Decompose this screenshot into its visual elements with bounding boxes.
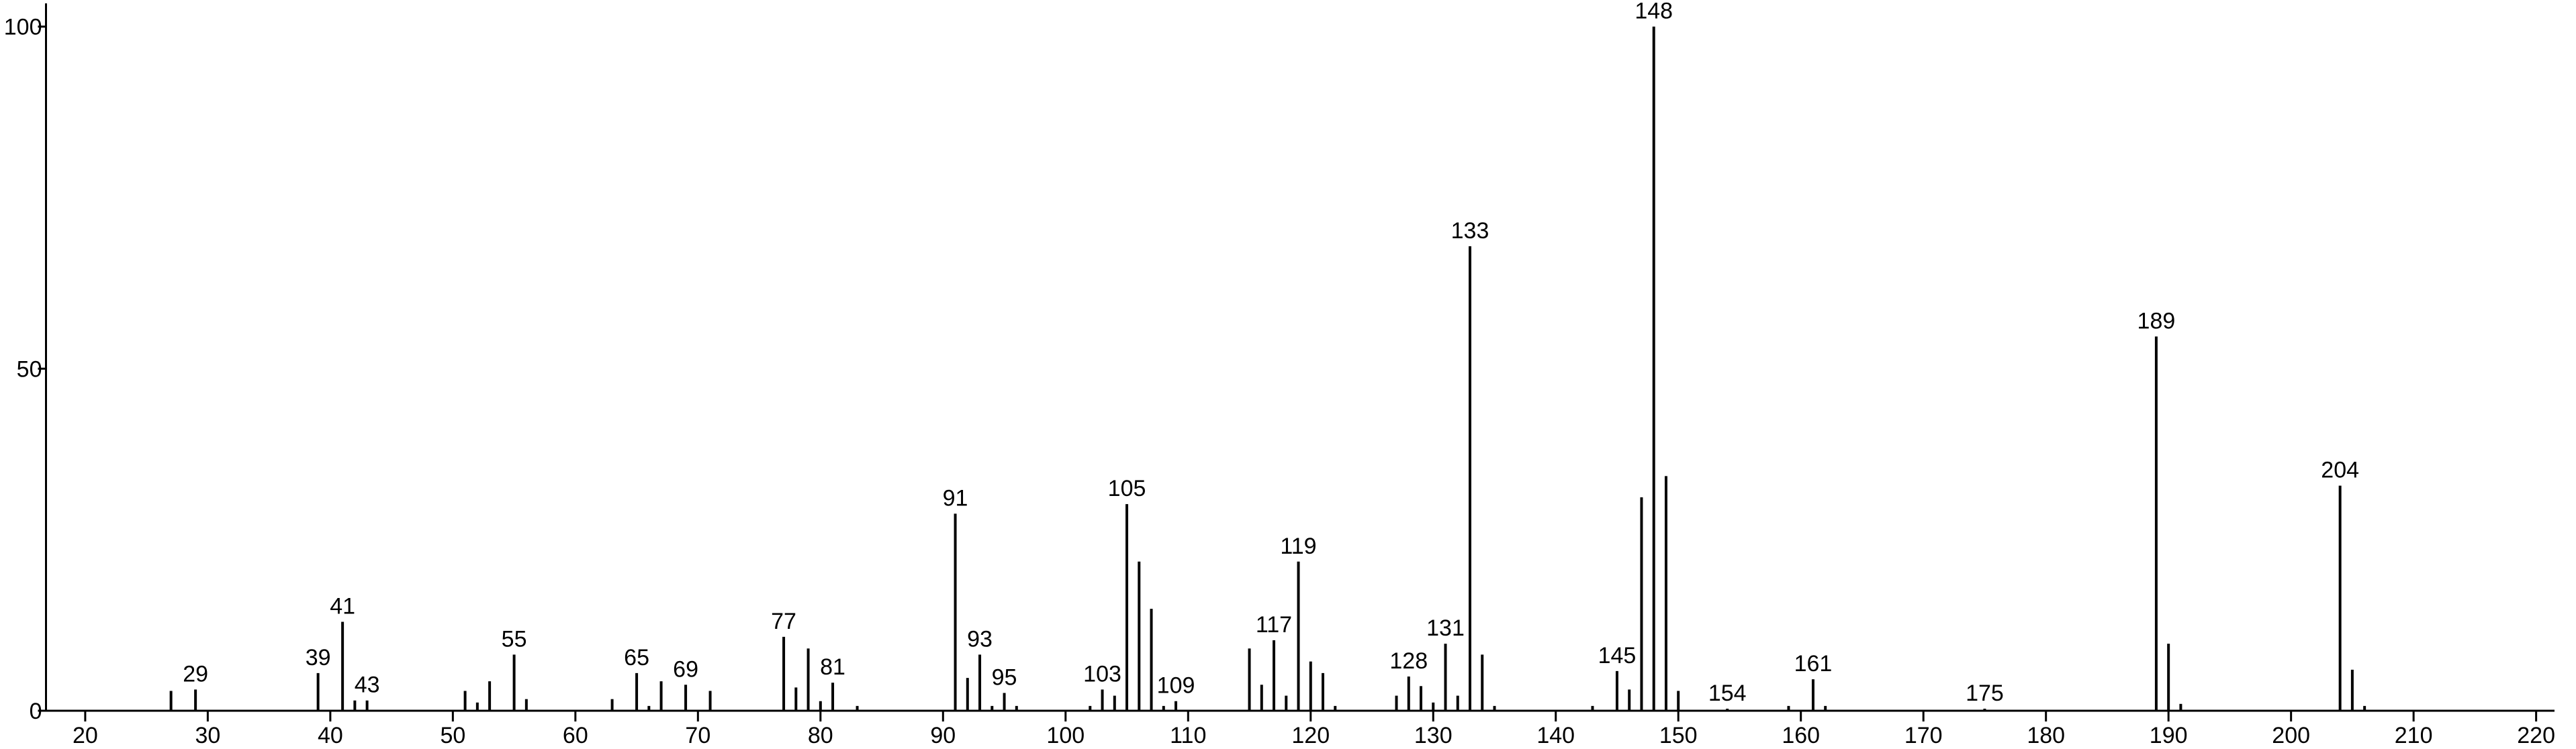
x-tick-label: 40 [318, 723, 343, 748]
x-tick-label: 180 [2027, 723, 2065, 748]
peak-label: 145 [1598, 643, 1637, 668]
peak-label: 161 [1794, 651, 1833, 677]
peak-label: 175 [1966, 681, 2004, 706]
x-tick-label: 200 [2272, 723, 2310, 748]
peak-label: 39 [306, 645, 331, 670]
x-tick-label: 110 [1170, 723, 1206, 748]
y-tick-label: 100 [4, 15, 42, 40]
peak-label: 95 [992, 664, 1017, 690]
peak-label: 41 [330, 593, 355, 619]
x-tick-label: 150 [1659, 723, 1698, 748]
x-tick-label: 90 [930, 723, 956, 748]
peak-label: 154 [1708, 681, 1747, 706]
y-tick-label: 0 [30, 699, 42, 724]
peak-label: 69 [673, 656, 698, 682]
peak-label: 103 [1083, 661, 1121, 687]
x-tick-label: 140 [1536, 723, 1575, 748]
peak-label: 133 [1451, 218, 1489, 244]
peak-label: 189 [2137, 308, 2176, 334]
x-tick-label: 60 [563, 723, 588, 748]
peak-label: 81 [820, 654, 845, 680]
peak-label: 128 [1389, 648, 1428, 674]
peak-label: 131 [1426, 615, 1465, 641]
peak-label: 105 [1108, 476, 1146, 501]
x-tick-label: 170 [1904, 723, 1943, 748]
x-tick-label: 70 [685, 723, 710, 748]
peak-label: 65 [624, 645, 649, 670]
peak-label: 43 [355, 672, 380, 698]
x-tick-label: 80 [808, 723, 833, 748]
x-tick-label: 120 [1291, 723, 1330, 748]
x-tick-label: 130 [1414, 723, 1453, 748]
peak-label: 29 [183, 661, 208, 687]
peak-label: 91 [943, 485, 968, 511]
peak-label: 93 [967, 626, 993, 652]
x-tick-label: 210 [2395, 723, 2433, 748]
peak-label: 204 [2321, 458, 2359, 483]
x-tick-label: 160 [1782, 723, 1820, 748]
x-tick-label: 190 [2150, 723, 2188, 748]
peak-label: 148 [1635, 0, 1673, 24]
peak-label: 117 [1256, 612, 1292, 638]
x-tick-label: 50 [440, 723, 465, 748]
peak-label: 77 [771, 609, 796, 634]
x-tick-label: 100 [1046, 723, 1085, 748]
peak-label: 119 [1280, 534, 1316, 559]
x-tick-label: 20 [73, 723, 98, 748]
y-tick-label: 50 [17, 356, 42, 382]
peak-label: 55 [502, 626, 527, 652]
x-tick-label: 220 [2517, 723, 2555, 748]
peak-label: 109 [1157, 673, 1195, 699]
x-tick-label: 30 [195, 723, 220, 748]
